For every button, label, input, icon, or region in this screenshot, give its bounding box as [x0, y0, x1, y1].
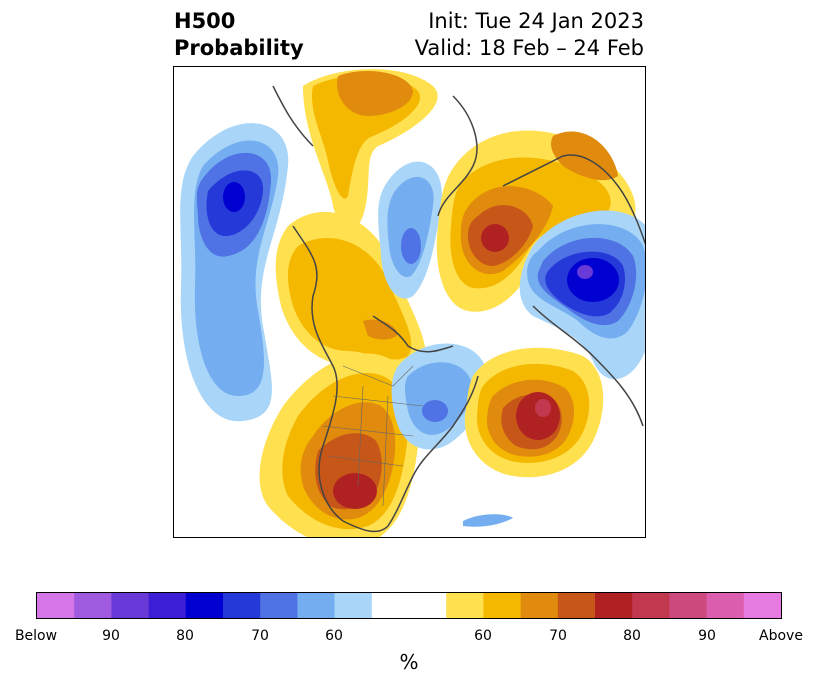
coastlines: [272, 85, 646, 533]
eastern-us-below-anomaly: [391, 343, 487, 450]
colorbar-segment: [37, 593, 75, 618]
colorbar-tick-label: 60: [474, 628, 492, 644]
probability-map: [173, 66, 646, 538]
colorbar-tick-label: 90: [102, 628, 120, 644]
colorbar-segment: [632, 593, 670, 618]
colorbar-segment: [595, 593, 633, 618]
colorbar-tick-label: 60: [325, 628, 343, 644]
colorbar-segment: [185, 593, 224, 618]
colorbar-segment: [148, 593, 187, 618]
colorbar-segment: [223, 593, 261, 618]
title-right: Init: Tue 24 Jan 2023 Valid: 18 Feb – 24…: [415, 8, 644, 62]
tropical-below-anomaly: [463, 514, 513, 527]
colorbar-segment: [446, 593, 484, 618]
colorbar-segment: [743, 593, 782, 618]
init-time: Init: Tue 24 Jan 2023: [428, 9, 644, 33]
siberia-below-anomaly: [519, 210, 646, 380]
colorbar-frame: [36, 592, 782, 619]
colorbar-unit-label: %: [399, 650, 419, 674]
colorbar-tick-label: 80: [623, 628, 641, 644]
colorbar-segment: [557, 593, 596, 618]
title-left: H500 Probability: [174, 8, 304, 62]
colorbar: [36, 592, 782, 619]
colorbar-segment: [483, 593, 521, 618]
canada-above-anomaly: [275, 211, 426, 375]
colorbar-segment: [297, 593, 335, 618]
arctic-above-anomaly: [303, 69, 438, 230]
colorbar-tick-label: 90: [698, 628, 716, 644]
variable-title: H500: [174, 9, 236, 33]
colorbar-tick-label: 80: [176, 628, 194, 644]
colorbar-segment: [111, 593, 149, 618]
product-title: Probability: [174, 36, 304, 60]
colorbar-segment: [334, 593, 373, 618]
colorbar-segment: [409, 593, 447, 618]
colorbar-segment: [706, 593, 745, 618]
atlantic-above-anomaly: [464, 347, 604, 478]
pacific-below-anomaly: [180, 123, 289, 422]
map-frame: [173, 66, 646, 538]
colorbar-segment: [371, 593, 410, 618]
state-borders: [322, 365, 424, 507]
valid-period: Valid: 18 Feb – 24 Feb: [414, 36, 644, 60]
colorbar-tick-label: Above: [759, 628, 803, 644]
colorbar-tick-label: Below: [14, 628, 58, 644]
southwest-us-above-anomaly: [259, 353, 420, 538]
colorbar-tick-label: 70: [549, 628, 567, 644]
europe-above-anomaly: [436, 130, 636, 312]
colorbar-segment: [669, 593, 707, 618]
colorbar-segment: [74, 593, 112, 618]
hudson-below-anomaly: [378, 161, 442, 299]
colorbar-segment: [260, 593, 298, 618]
colorbar-tick-label: 70: [251, 628, 269, 644]
colorbar-segment: [520, 593, 559, 618]
